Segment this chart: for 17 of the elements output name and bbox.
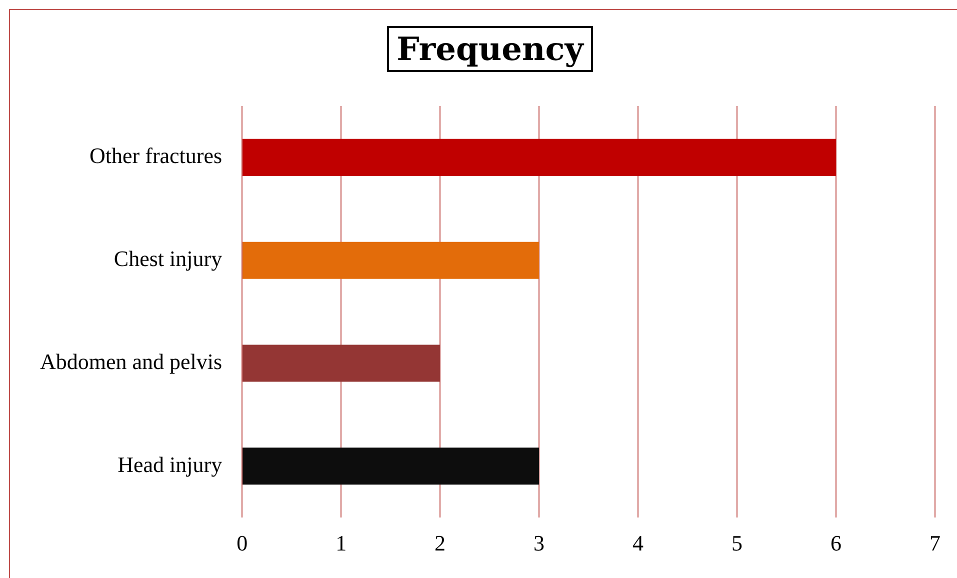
y-tick-label: Head injury — [118, 452, 222, 477]
x-tick-label: 7 — [930, 530, 940, 556]
x-tick-label: 0 — [236, 530, 248, 556]
bar — [242, 138, 836, 176]
x-tick-label: 3 — [534, 530, 545, 556]
y-tick-label: Chest injury — [114, 246, 222, 272]
x-tick-label: 1 — [336, 530, 347, 556]
bar — [242, 344, 440, 382]
x-tick-label: 2 — [434, 530, 446, 556]
chart-title: Frequency — [386, 26, 594, 72]
bar — [242, 242, 540, 279]
y-tick-label: Other fractures — [90, 143, 222, 168]
x-tick-label: 4 — [632, 530, 644, 556]
y-tick-label: Abdomen and pelvis — [40, 349, 222, 374]
x-tick-label: 6 — [830, 530, 842, 556]
x-tick-label: 5 — [732, 530, 743, 556]
bar — [242, 448, 540, 485]
